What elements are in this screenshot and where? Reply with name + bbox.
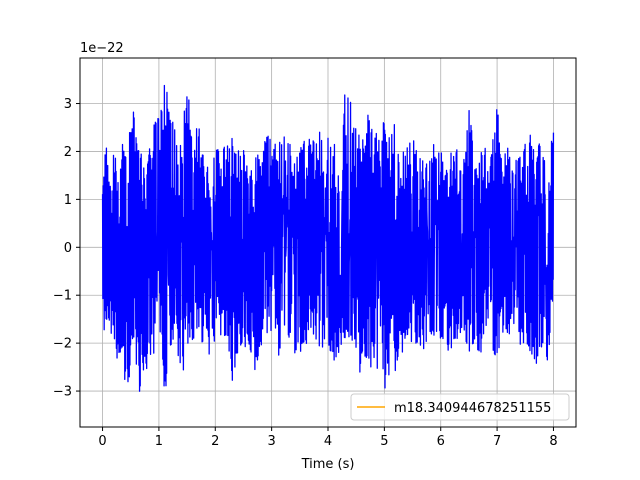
- strain-series-line: [101, 84, 555, 392]
- x-tick-label: 6: [437, 434, 445, 449]
- x-tick-label: 7: [493, 434, 501, 449]
- y-tick-label: −2: [53, 337, 72, 352]
- y-tick-label: −3: [53, 385, 72, 400]
- x-axis: 0 1 2 3 4 5 6 7 8: [98, 427, 558, 449]
- x-tick-label: 8: [549, 434, 557, 449]
- x-tick-label: 2: [211, 434, 219, 449]
- y-tick-label: 3: [64, 97, 72, 112]
- y-tick-label: 2: [64, 145, 72, 160]
- y-tick-label: 1: [64, 193, 72, 208]
- x-axis-label: Time (s): [301, 457, 355, 472]
- offset-label: 1e−22: [80, 41, 124, 56]
- series-group: [101, 84, 555, 392]
- y-tick-label: 0: [64, 241, 72, 256]
- y-axis: −3 −2 −1 0 1 2 3: [53, 97, 80, 400]
- x-tick-label: 5: [380, 434, 388, 449]
- legend-label: m18.340944678251155: [394, 401, 551, 416]
- legend-box: [350, 393, 570, 421]
- x-tick-label: 3: [267, 434, 275, 449]
- x-tick-label: 0: [98, 434, 106, 449]
- x-tick-label: 1: [155, 434, 163, 449]
- y-tick-label: −1: [53, 289, 72, 304]
- x-tick-label: 4: [324, 434, 332, 449]
- legend: m18.340944678251155: [350, 393, 570, 421]
